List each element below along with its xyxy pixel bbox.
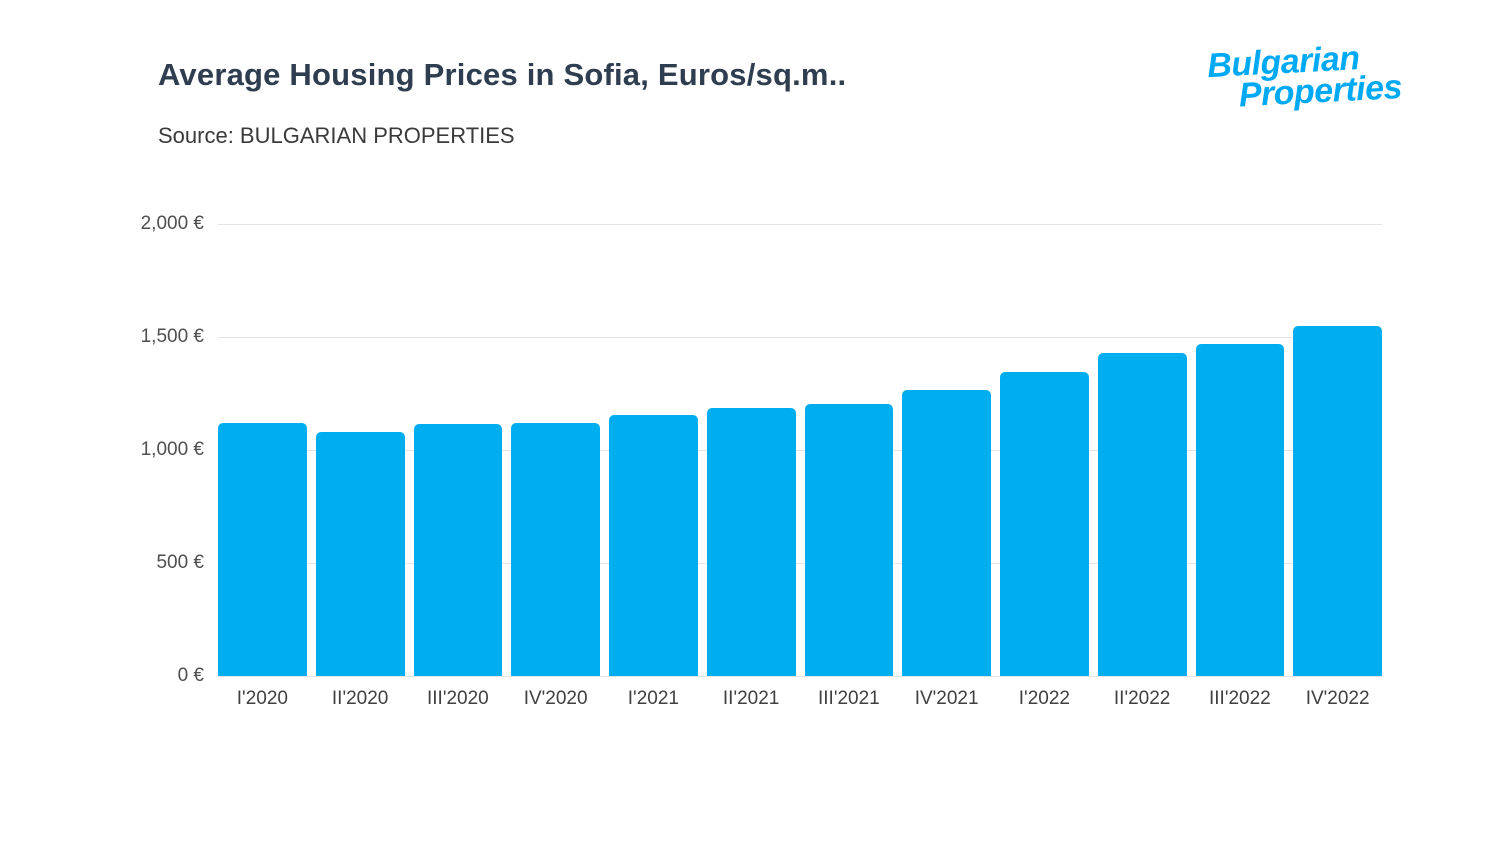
gridline <box>218 224 1382 225</box>
bulgarian-properties-logo: Bulgarian Properties <box>1206 39 1403 115</box>
x-axis-label: II'2021 <box>722 688 780 709</box>
gridline <box>218 563 1382 564</box>
x-axis-label: II'2020 <box>331 688 389 709</box>
x-axis-label: II'2022 <box>1113 688 1171 709</box>
bars <box>218 224 1382 676</box>
x-axis-label: I'2021 <box>627 688 679 709</box>
bar-i-2020 <box>218 422 307 676</box>
gridline <box>218 450 1382 451</box>
y-axis-label: 1,500 € <box>140 326 204 347</box>
gridline <box>218 337 1382 338</box>
x-axis-label: I'2020 <box>236 688 288 709</box>
x-axis-label: III'2022 <box>1209 688 1271 709</box>
bar-iii-2021 <box>804 403 894 676</box>
bar-iii-2020 <box>413 424 503 676</box>
bar-iv-2022 <box>1293 325 1382 676</box>
y-axis-label: 0 € <box>177 665 204 686</box>
gridline <box>218 676 1382 677</box>
x-axis-label: III'2020 <box>427 688 489 709</box>
bar-ii-2022 <box>1097 352 1187 676</box>
x-axis-label: IV'2020 <box>523 688 588 709</box>
bar-iv-2021 <box>902 390 991 676</box>
y-axis-label: 500 € <box>156 552 204 573</box>
y-axis-label: 1,000 € <box>140 439 204 460</box>
chart-source: Source: BULGARIAN PROPERTIES <box>158 123 515 148</box>
bar-ii-2021 <box>706 408 796 676</box>
bar-i-2022 <box>1000 372 1089 676</box>
bar-i-2021 <box>609 414 698 676</box>
y-axis-label: 2,000 € <box>140 213 204 234</box>
x-axis-label: IV'2021 <box>914 688 979 709</box>
x-axis-label: IV'2022 <box>1305 688 1370 709</box>
bar-ii-2020 <box>315 431 405 676</box>
x-axis: I'2020 II'2020 III'2020 IV'2020 I'2021 II'202… <box>218 688 1382 710</box>
chart-title: Average Housing Prices in Sofia, Euros/s… <box>158 57 847 92</box>
y-axis: 2,000 € 1,500 € 1,000 € 500 € 0 € <box>0 213 204 686</box>
logo-line2: Properties <box>1237 68 1403 115</box>
plot-area <box>218 224 1382 677</box>
x-axis-label: I'2022 <box>1018 688 1070 709</box>
x-axis-label: III'2021 <box>818 688 880 709</box>
bar-iv-2020 <box>511 422 600 676</box>
bar-iii-2022 <box>1195 343 1285 676</box>
